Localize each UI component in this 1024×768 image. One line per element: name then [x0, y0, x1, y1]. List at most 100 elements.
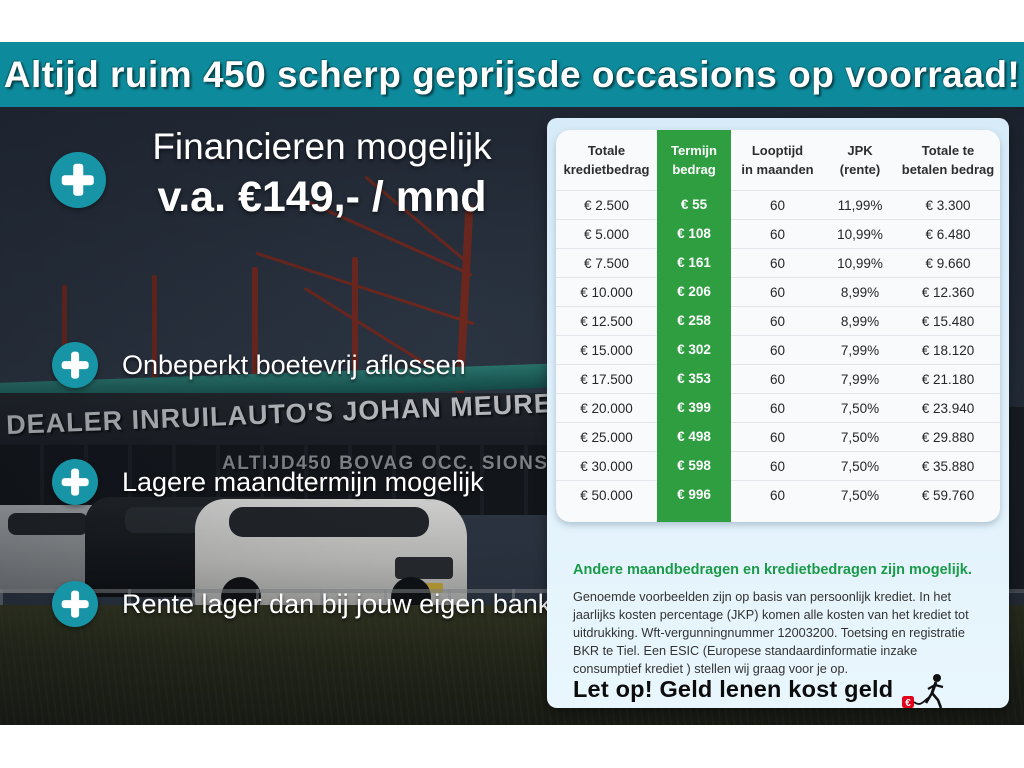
termijn-cell: € 302	[677, 342, 711, 357]
credit-warning-text: Let op! Geld lenen kost geld	[573, 675, 894, 702]
table-cell: € 2.500	[556, 189, 657, 220]
table-cell: 7,99%	[824, 334, 896, 365]
table-cell: 60	[731, 218, 824, 249]
table-cell: € 17.500	[556, 363, 657, 394]
table-cell: € 12.360	[896, 276, 1000, 307]
table-row: € 7.500 € 161 60 10,99% € 9.660	[556, 247, 1000, 278]
table-cell: € 15.000	[556, 334, 657, 365]
table-cell: 7,50%	[824, 450, 896, 481]
table-cell: 8,99%	[824, 305, 896, 336]
table-cell: € 59.760	[896, 479, 1000, 510]
photo-car-grille	[395, 557, 453, 579]
table-cell: 60	[731, 450, 824, 481]
termijn-cell: € 108	[677, 226, 711, 241]
table-cell: 10,99%	[824, 218, 896, 249]
table-cell: 60	[731, 363, 824, 394]
table-cell: € 7.500	[556, 247, 657, 278]
table-row: € 10.000 € 206 60 8,99% € 12.360	[556, 276, 1000, 307]
header-looptijd: Looptijd in maanden	[741, 142, 814, 178]
table-cell: 11,99%	[824, 189, 896, 220]
table-cell: 7,50%	[824, 421, 896, 452]
table-row: € 25.000 € 498 60 7,50% € 29.880	[556, 421, 1000, 452]
plus-icon	[52, 342, 98, 388]
table-cell: € 6.480	[896, 218, 1000, 249]
photo-occasions-sign: ALTIJD450 BOVAG OCC. SIONS	[222, 453, 549, 475]
table-cell: 60	[731, 247, 824, 278]
table-row: € 20.000 € 399 60 7,50% € 23.940	[556, 392, 1000, 423]
table-row: € 50.000 € 996 60 7,50% € 59.760	[556, 479, 1000, 510]
finance-panel: Totale kredietbedrag Termijn bedrag Loop…	[547, 118, 1009, 710]
top-banner: Altijd ruim 450 scherp geprijsde occasio…	[0, 42, 1024, 107]
finance-table-rows: € 2.500 € 55 60 11,99% € 3.300 € 5.000 € 108 60…	[556, 189, 1000, 510]
table-cell: € 21.180	[896, 363, 1000, 394]
header-totale-kredietbedrag: Totale kredietbedrag	[563, 142, 650, 178]
photo-red-mast	[252, 267, 258, 382]
termijn-cell: € 353	[677, 371, 711, 386]
plus-icon	[52, 459, 98, 505]
termijn-cell: € 498	[677, 429, 711, 444]
table-cell: 60	[731, 421, 824, 452]
table-row: € 5.000 € 108 60 10,99% € 6.480	[556, 218, 1000, 249]
photo-car-window	[8, 513, 88, 535]
disclaimer-heading: Andere maandbedragen en kredietbedragen …	[573, 562, 972, 578]
geld-lenen-kost-geld-icon: €	[902, 674, 944, 709]
table-cell: € 23.940	[896, 392, 1000, 423]
table-row: € 12.500 € 258 60 8,99% € 15.480	[556, 305, 1000, 336]
table-cell: € 15.480	[896, 305, 1000, 336]
table-row: € 2.500 € 55 60 11,99% € 3.300	[556, 189, 1000, 220]
plus-icon	[50, 152, 106, 208]
table-cell: € 9.660	[896, 247, 1000, 278]
finance-table-card: Totale kredietbedrag Termijn bedrag Loop…	[556, 130, 1000, 522]
table-cell: € 18.120	[896, 334, 1000, 365]
table-header-row: Totale kredietbedrag Termijn bedrag Loop…	[556, 130, 1000, 190]
disclaimer-body: Genoemde voorbeelden zijn op basis van p…	[573, 590, 969, 677]
termijn-cell: € 55	[680, 197, 708, 212]
promo-headline-block: Financieren mogelijk v.a. €149,- / mnd	[104, 126, 540, 222]
header-totale-te-betalen: Totale te betalen bedrag	[901, 142, 995, 178]
table-row: € 30.000 € 598 60 7,50% € 35.880	[556, 450, 1000, 481]
bullet-label: Lagere maandtermijn mogelijk	[122, 466, 484, 497]
table-cell: 7,50%	[824, 479, 896, 510]
photo-red-mast	[152, 275, 157, 380]
table-cell: 60	[731, 305, 824, 336]
table-cell: 7,99%	[824, 363, 896, 394]
promo-bullet: Onbeperkt boetevrij aflossen	[52, 342, 466, 388]
termijn-cell: € 996	[677, 487, 711, 502]
banner-headline: Altijd ruim 450 scherp geprijsde occasio…	[3, 53, 1021, 95]
promo-headline: Financieren mogelijk	[152, 126, 492, 167]
table-cell: 8,99%	[824, 276, 896, 307]
photo-red-mast	[352, 257, 358, 382]
promo-bullet: Rente lager dan bij jouw eigen bank	[52, 581, 551, 627]
termijn-cell: € 399	[677, 400, 711, 415]
table-cell: € 35.880	[896, 450, 1000, 481]
table-cell: € 10.000	[556, 276, 657, 307]
table-cell: € 29.880	[896, 421, 1000, 452]
promo-bullet: Lagere maandtermijn mogelijk	[52, 459, 484, 505]
table-row: € 17.500 € 353 60 7,99% € 21.180	[556, 363, 1000, 394]
table-cell: 7,50%	[824, 392, 896, 423]
bullet-label: Onbeperkt boetevrij aflossen	[122, 349, 466, 380]
termijn-highlight-column	[657, 130, 731, 522]
promo-price-line: v.a. €149,- / mnd	[157, 173, 487, 221]
photo-red-mast	[62, 285, 67, 380]
bullet-label: Rente lager dan bij jouw eigen bank	[122, 588, 552, 619]
table-cell: € 20.000	[556, 392, 657, 423]
svg-text:€: €	[906, 698, 912, 709]
credit-warning: Let op! Geld lenen kost geld €	[573, 668, 987, 710]
plus-icon	[52, 581, 98, 627]
table-cell: 10,99%	[824, 247, 896, 278]
table-cell: 60	[731, 479, 824, 510]
termijn-cell: € 258	[677, 313, 711, 328]
finance-table: Totale kredietbedrag Termijn bedrag Loop…	[556, 130, 1000, 509]
table-cell: 60	[731, 334, 824, 365]
table-row: € 15.000 € 302 60 7,99% € 18.120	[556, 334, 1000, 365]
header-termijn-bedrag: Termijn bedrag	[671, 142, 717, 178]
termijn-cell: € 161	[677, 255, 711, 270]
header-jpk-rente: JPK (rente)	[839, 142, 881, 178]
table-cell: € 3.300	[896, 189, 1000, 220]
table-cell: € 30.000	[556, 450, 657, 481]
termijn-cell: € 598	[677, 458, 711, 473]
table-cell: € 25.000	[556, 421, 657, 452]
table-cell: 60	[731, 392, 824, 423]
termijn-cell: € 206	[677, 284, 711, 299]
